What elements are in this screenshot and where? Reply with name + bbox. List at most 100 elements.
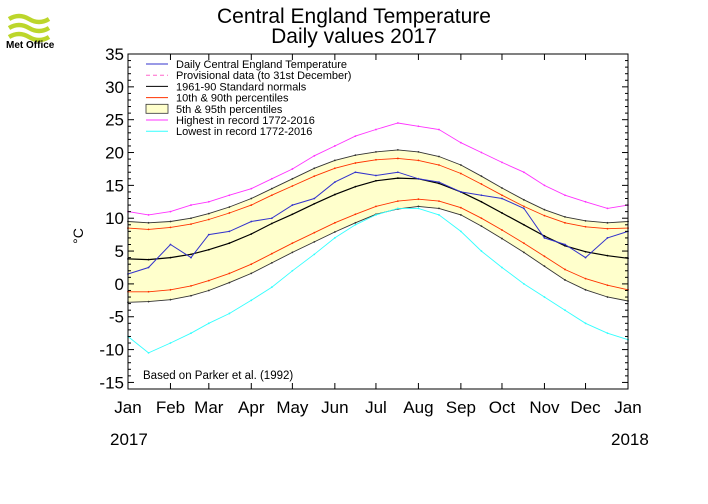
x-tick-label: Jun xyxy=(321,398,348,417)
x-tick-label: Jul xyxy=(365,398,387,417)
chart-subtitle: Daily values 2017 xyxy=(271,25,437,48)
point-daily xyxy=(228,230,231,233)
point-p10 xyxy=(190,284,192,287)
point-daily xyxy=(417,177,420,180)
point-p95 xyxy=(606,221,609,224)
point-p90 xyxy=(190,223,192,226)
y-tick-label: 5 xyxy=(115,242,124,261)
point-lowest xyxy=(417,207,420,210)
point-daily xyxy=(207,233,210,236)
point-p05 xyxy=(354,221,357,224)
met-office-logo xyxy=(7,13,51,43)
point-p05 xyxy=(606,296,609,298)
point-p10 xyxy=(501,229,503,231)
point-p95 xyxy=(417,150,420,153)
point-p90 xyxy=(169,226,172,229)
point-p05 xyxy=(207,289,210,292)
point-highest xyxy=(228,194,231,197)
y-tick-label: 20 xyxy=(105,144,124,163)
point-p90 xyxy=(522,205,525,208)
point-daily xyxy=(354,171,357,174)
point-p90 xyxy=(313,175,316,178)
point-p05 xyxy=(291,251,294,254)
point-daily xyxy=(169,243,172,246)
point-p10 xyxy=(564,268,566,271)
point-lowest xyxy=(250,299,253,302)
x-tick-label: Jan xyxy=(614,398,641,417)
point-p95 xyxy=(228,206,231,208)
point-lowest xyxy=(438,214,440,216)
point-normal xyxy=(147,258,150,261)
point-normal xyxy=(543,235,546,237)
point-p95 xyxy=(438,155,440,158)
point-p05 xyxy=(228,281,231,284)
point-lowest xyxy=(190,332,192,335)
point-p10 xyxy=(313,231,316,234)
point-p10 xyxy=(584,277,587,280)
point-highest xyxy=(250,187,253,190)
point-p90 xyxy=(375,158,377,161)
point-p10 xyxy=(228,272,231,275)
point-highest xyxy=(543,184,546,187)
point-highest xyxy=(190,204,192,206)
point-p05 xyxy=(333,231,336,233)
plot-frame xyxy=(127,53,629,390)
point-daily xyxy=(606,237,609,239)
point-lowest xyxy=(333,237,336,239)
point-lowest xyxy=(354,223,357,226)
point-normal xyxy=(190,253,192,256)
point-p95 xyxy=(564,216,566,218)
point-p10 xyxy=(270,252,273,255)
point-p10 xyxy=(438,200,440,203)
point-highest xyxy=(438,128,440,131)
point-p10 xyxy=(606,284,609,287)
point-daily xyxy=(147,266,150,269)
point-daily xyxy=(375,174,377,177)
point-p10 xyxy=(543,255,546,258)
point-p90 xyxy=(396,157,399,160)
point-highest xyxy=(417,125,420,128)
point-highest xyxy=(396,122,399,124)
point-normal xyxy=(606,254,609,257)
point-highest xyxy=(313,154,316,157)
point-lowest xyxy=(564,309,566,312)
x-tick-label: Apr xyxy=(238,398,265,417)
point-p95 xyxy=(396,149,399,151)
point-normal xyxy=(313,202,316,205)
point-p95 xyxy=(147,221,150,224)
point-daily xyxy=(396,171,399,174)
y-tick-label: 15 xyxy=(105,176,124,195)
point-p05 xyxy=(480,225,483,227)
point-p10 xyxy=(459,206,462,209)
point-p05 xyxy=(564,279,566,281)
point-highest xyxy=(501,161,503,164)
point-normal xyxy=(333,193,336,196)
point-lowest xyxy=(584,322,587,325)
x-tick-label: May xyxy=(276,398,309,417)
point-lowest xyxy=(291,269,294,272)
point-lowest xyxy=(459,230,462,233)
point-p90 xyxy=(606,227,609,230)
point-p95 xyxy=(333,159,336,162)
point-normal xyxy=(522,223,525,226)
point-p90 xyxy=(147,228,150,231)
point-p95 xyxy=(522,198,525,201)
point-lowest xyxy=(207,322,210,325)
point-highest xyxy=(480,151,483,154)
point-lowest xyxy=(228,312,231,315)
point-daily xyxy=(501,197,503,200)
point-highest xyxy=(522,171,525,174)
point-p05 xyxy=(169,298,172,301)
point-normal xyxy=(480,200,483,203)
point-highest xyxy=(375,128,377,131)
point-highest xyxy=(564,194,566,197)
point-p90 xyxy=(438,164,440,166)
point-p95 xyxy=(375,150,377,153)
legend-label-daily: Daily Central England Temperature xyxy=(176,59,347,71)
point-p90 xyxy=(480,183,483,185)
point-p10 xyxy=(291,242,294,245)
point-p90 xyxy=(417,159,420,162)
point-p90 xyxy=(291,185,294,187)
point-normal xyxy=(354,185,357,188)
point-normal xyxy=(169,256,172,259)
